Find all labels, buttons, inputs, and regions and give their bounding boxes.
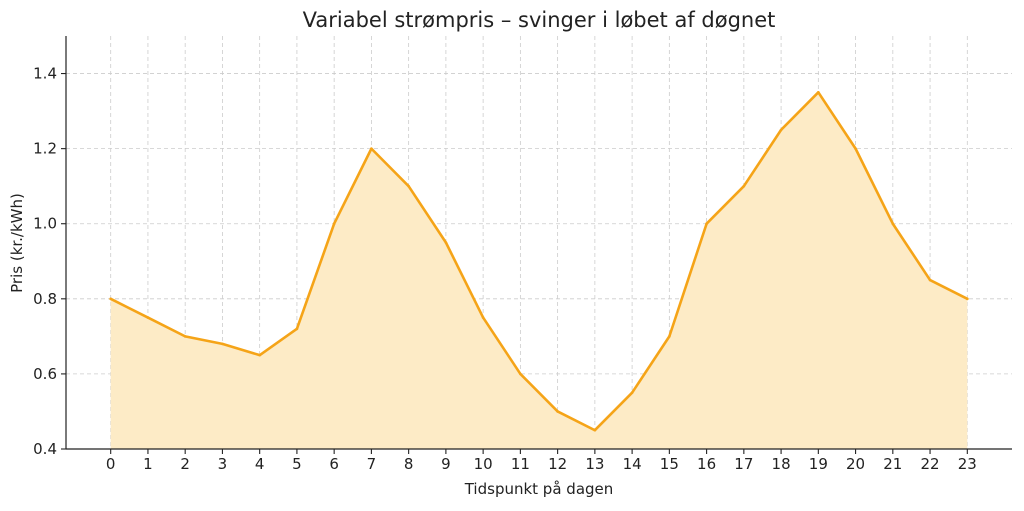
data-point xyxy=(332,222,336,226)
x-tick-label: 2 xyxy=(180,455,190,473)
data-point xyxy=(481,316,485,319)
x-tick-label: 4 xyxy=(255,455,265,473)
x-tick-label: 22 xyxy=(921,455,940,473)
area-layer xyxy=(109,91,969,450)
y-tick-label: 0.6 xyxy=(33,365,57,383)
data-point xyxy=(444,241,448,244)
x-tick-label: 8 xyxy=(404,455,414,473)
x-tick-label: 0 xyxy=(106,455,116,473)
tick-layer: 0.40.60.81.01.21.40 1 2 3 4 5 6 7 8 9 10 11 12 13 14 15… xyxy=(33,65,977,473)
x-tick-label: 13 xyxy=(585,455,604,473)
data-point xyxy=(146,316,150,319)
x-tick-label: 9 xyxy=(441,455,451,473)
data-point xyxy=(109,297,112,301)
x-tick-label: 14 xyxy=(623,455,642,473)
chart-title: Variabel strømpris – svinger i løbet af … xyxy=(303,8,776,32)
data-point xyxy=(966,297,969,301)
x-tick-label: 11 xyxy=(511,455,530,473)
x-tick-label: 5 xyxy=(292,455,302,473)
x-tick-label: 1 xyxy=(143,455,153,473)
x-tick-label: 6 xyxy=(329,455,339,473)
axis-layer xyxy=(65,36,1012,450)
data-point xyxy=(556,410,559,413)
y-tick-label: 1.0 xyxy=(33,215,57,233)
data-point xyxy=(630,391,634,394)
data-point xyxy=(668,335,671,338)
x-tick-label: 18 xyxy=(772,455,791,473)
x-tick-label: 12 xyxy=(548,455,567,473)
y-axis-label: Pris (kr./kWh) xyxy=(8,193,26,293)
x-axis-label: Tidspunkt på dagen xyxy=(464,480,614,498)
x-tick-label: 23 xyxy=(958,455,977,473)
data-point xyxy=(928,278,932,282)
y-tick-label: 0.8 xyxy=(33,290,57,308)
data-point xyxy=(593,428,597,432)
x-tick-label: 19 xyxy=(809,455,828,473)
data-point xyxy=(854,147,857,150)
price-line xyxy=(109,91,969,432)
data-point xyxy=(779,128,783,132)
x-tick-label: 17 xyxy=(734,455,753,473)
y-tick-label: 1.4 xyxy=(33,65,57,83)
y-tick-label: 0.4 xyxy=(33,440,57,458)
x-tick-label: 3 xyxy=(218,455,228,473)
x-tick-label: 15 xyxy=(660,455,679,473)
x-tick-label: 20 xyxy=(846,455,865,473)
data-point xyxy=(705,222,708,226)
data-point xyxy=(407,184,410,188)
x-tick-label: 7 xyxy=(367,455,377,473)
data-point xyxy=(370,147,373,150)
area-fill xyxy=(110,92,968,450)
data-point xyxy=(295,327,299,331)
y-tick-label: 1.2 xyxy=(33,140,57,158)
data-point xyxy=(183,335,187,338)
data-point xyxy=(258,353,261,357)
data-point xyxy=(221,342,224,346)
data-point xyxy=(519,372,522,376)
data-point xyxy=(742,184,746,188)
x-tick-label: 10 xyxy=(474,455,493,473)
x-tick-label: 16 xyxy=(697,455,716,473)
data-point xyxy=(891,222,895,226)
x-tick-label: 21 xyxy=(883,455,902,473)
data-point xyxy=(817,91,820,94)
